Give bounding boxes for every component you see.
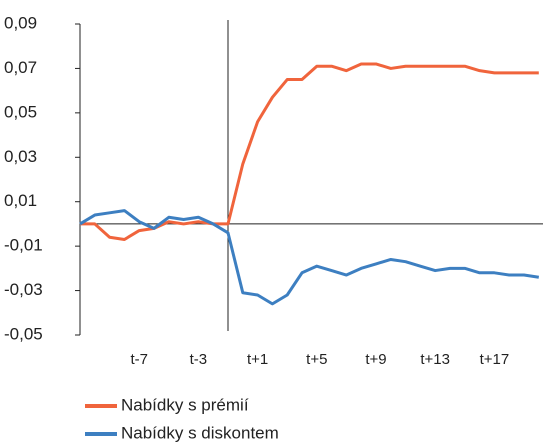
x-tick-label: t-7 [130,351,148,368]
x-tick-label: t+5 [306,351,327,368]
y-tick-label: 0,05 [4,102,37,121]
y-tick-label: 0,03 [4,147,37,166]
series-line [79,209,540,306]
y-tick-label: -0,01 [4,236,43,255]
y-tick-label: 0,01 [4,191,37,210]
y-tick-label: -0,05 [4,324,43,343]
x-tick-label: t+13 [420,351,450,368]
legend-label: Nabídky s prémií [121,395,249,414]
x-tick-label: t-3 [190,351,208,368]
x-tick-label: t+17 [480,351,510,368]
y-tick-label: 0,07 [4,58,37,77]
y-tick-label: -0,03 [4,280,43,299]
series-line [80,62,539,241]
legend-label: Nabídky s diskontem [121,423,279,442]
x-tick-label: t+9 [365,351,386,368]
y-tick-label: 0,09 [4,13,37,32]
x-tick-label: t+1 [247,351,268,368]
